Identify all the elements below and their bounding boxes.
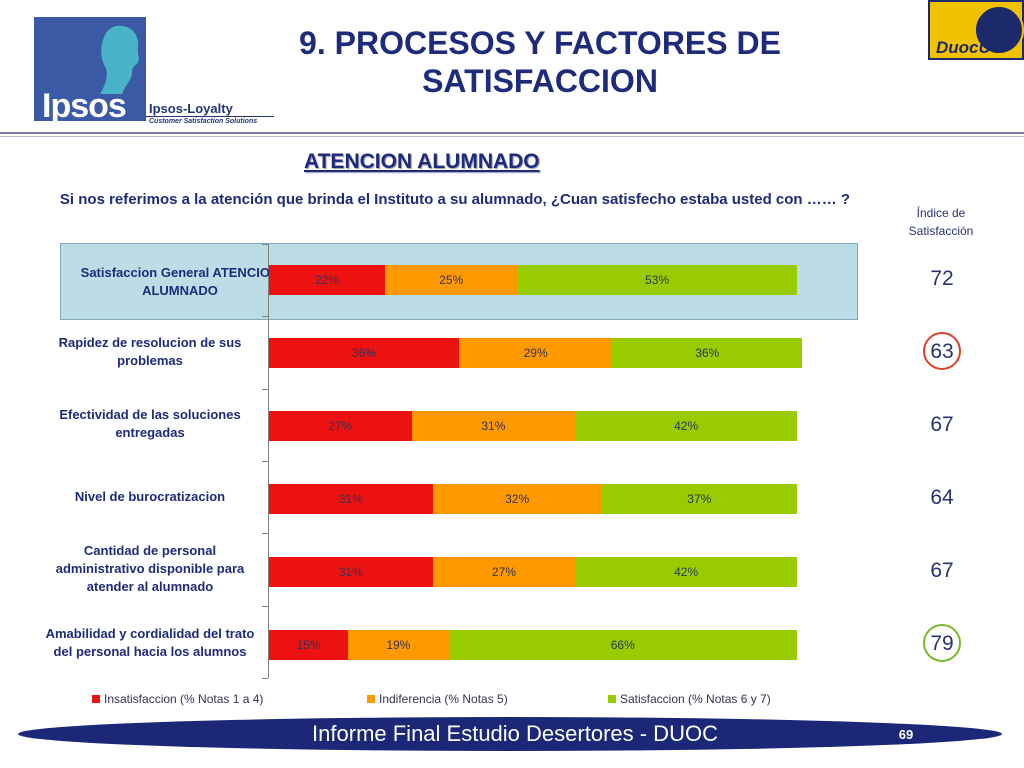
data-label: 25% [439, 273, 464, 287]
legend-label-satisfaccion: Satisfaccion (% Notas 6 y 7) [620, 692, 771, 706]
bar-segment-indiferencia: 27% [432, 557, 576, 587]
data-label: 19% [386, 638, 411, 652]
data-label: 42% [674, 419, 699, 433]
footer-text: Informe Final Estudio Desertores - DUOC [312, 721, 718, 746]
axis-tick [262, 533, 268, 535]
data-label: 42% [674, 565, 699, 579]
legend-item-satisfaccion: Satisfaccion (% Notas 6 y 7) [608, 692, 771, 706]
axis-tick [262, 244, 268, 245]
ipsos-loyalty-text: Ipsos-Loyalty [149, 101, 233, 116]
bar-segment-insatisfaccion: 31% [269, 557, 433, 587]
bar-segment-insatisfaccion: 15% [269, 630, 349, 660]
data-label: 22% [315, 273, 340, 287]
category-label: Rapidez de resolucion de sus problemas [58, 335, 242, 368]
satisfaction-index-value: 72 [930, 267, 954, 290]
data-label: 32% [505, 492, 530, 506]
page-number: 69 [898, 727, 914, 742]
bar-segment-indiferencia: 19% [348, 630, 449, 660]
footer-banner [18, 717, 1002, 751]
data-label: 29% [523, 346, 548, 360]
category-label: Efectividad de las soluciones entregadas [59, 407, 241, 440]
section-subtitle: ATENCION ALUMNADO [304, 150, 540, 173]
highlight-circle [923, 624, 961, 662]
ipsos-loyalty-subtext: Customer Satisfaction Solutions [149, 118, 258, 125]
data-label: 27% [491, 565, 516, 579]
bar-segment-satisfaccion: 42% [575, 411, 797, 441]
data-label: 31% [338, 565, 363, 579]
data-label: 36% [352, 346, 377, 360]
ipsos-logo: Ipsos [34, 17, 146, 125]
header-divider-thin [0, 136, 1024, 137]
data-label: 27% [328, 419, 353, 433]
data-label: 15% [296, 638, 321, 652]
bar-segment-indiferencia: 31% [411, 411, 576, 441]
bar-segment-satisfaccion: 42% [575, 557, 797, 587]
data-label: 66% [610, 638, 635, 652]
index-column-header: Índice de Satisfacción [908, 206, 974, 238]
category-axis [268, 244, 269, 678]
legend-swatch-satisfaccion [608, 695, 616, 703]
legend-swatch-insatisfaccion [92, 695, 100, 703]
data-label: 31% [338, 492, 363, 506]
satisfaction-index-value: 67 [930, 413, 954, 436]
highlight-circle [923, 332, 961, 370]
loyalty-divider [146, 116, 274, 117]
bar-segment-insatisfaccion: 22% [269, 265, 386, 295]
duoc-logo: DuocUC [928, 0, 1024, 60]
axis-tick [262, 605, 268, 607]
bar-segment-indiferencia: 25% [385, 265, 518, 295]
satisfaction-index-value: 67 [930, 559, 954, 582]
category-label: Amabilidad y cordialidad del trato del p… [45, 626, 255, 659]
legend-item-insatisfaccion: Insatisfaccion (% Notas 1 a 4) [92, 692, 263, 706]
axis-tick [262, 460, 268, 462]
satisfaction-index-value: 64 [930, 486, 954, 509]
axis-tick [262, 677, 268, 679]
bar-segment-indiferencia: 29% [459, 338, 613, 368]
bar-segment-indiferencia: 32% [432, 484, 602, 514]
data-label: 37% [687, 492, 712, 506]
legend-swatch-indiferencia [367, 695, 375, 703]
survey-question: Si nos referimos a la atención que brind… [59, 191, 851, 208]
data-label: 31% [481, 419, 506, 433]
axis-tick [262, 388, 268, 390]
bar-segment-insatisfaccion: 36% [269, 338, 460, 368]
data-label: 36% [695, 346, 720, 360]
bar-segment-satisfaccion: 53% [517, 265, 797, 295]
logo-text: Ipsos [42, 87, 127, 125]
axis-tick [262, 316, 268, 318]
duoc-logo-text: DuocUC [936, 38, 1004, 57]
category-label: Cantidad de personal administrativo disp… [55, 543, 245, 594]
legend-label-indiferencia: Indiferencia (% Notas 5) [379, 692, 508, 706]
bar-segment-insatisfaccion: 27% [269, 411, 412, 441]
bar-segment-insatisfaccion: 31% [269, 484, 433, 514]
bar-segment-satisfaccion: 66% [448, 630, 797, 660]
page-title: 9. PROCESOS Y FACTORES DE SATISFACCION [299, 25, 781, 99]
legend-label-insatisfaccion: Insatisfaccion (% Notas 1 a 4) [104, 692, 264, 706]
bar-segment-satisfaccion: 37% [601, 484, 797, 514]
category-label: Satisfaccion General ATENCION ALUMNADO [80, 265, 280, 298]
head-silhouette-icon [100, 25, 139, 94]
legend-item-indiferencia: Indiferencia (% Notas 5) [367, 692, 508, 706]
data-label: 53% [645, 273, 670, 287]
bar-segment-satisfaccion: 36% [612, 338, 803, 368]
header-divider [0, 132, 1024, 134]
seal-icon [974, 5, 1024, 55]
category-label: Nivel de burocratizacion [74, 489, 226, 504]
